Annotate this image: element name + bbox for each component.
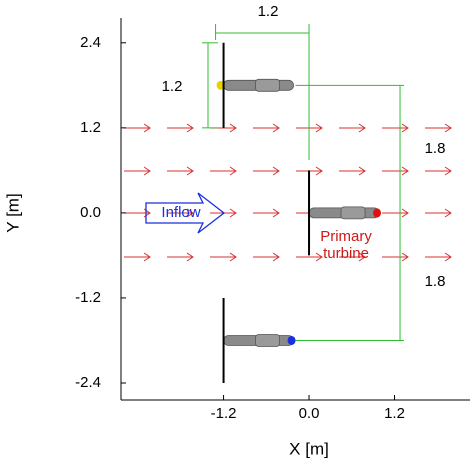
y-tick-label: -1.2: [75, 289, 101, 306]
y-tick-label: -2.4: [75, 374, 101, 391]
x-tick-label: -1.2: [211, 405, 237, 422]
flow-arrow-head: [315, 252, 323, 262]
flow-arrow-head: [272, 123, 280, 133]
y-tick-label: 2.4: [80, 34, 101, 51]
flow-arrow-head: [444, 208, 452, 218]
flow-arrow-head: [143, 252, 151, 262]
flow-arrow-head: [229, 208, 237, 218]
dimension-label: 1.2: [258, 3, 279, 20]
turbine-label: Primary: [320, 228, 372, 245]
hub: [287, 335, 296, 345]
flow-arrow-head: [229, 166, 237, 176]
flow-arrow-head: [143, 166, 151, 176]
flow-arrow-head: [358, 123, 366, 133]
turbine-label: turbine: [323, 245, 369, 262]
flow-arrow-head: [186, 123, 194, 133]
flow-arrow-head: [186, 252, 194, 262]
flow-arrow-head: [444, 166, 452, 176]
dimension-label: 1.8: [425, 140, 446, 157]
dimension-label: 1.2: [162, 78, 183, 95]
flow-arrow-head: [272, 166, 280, 176]
y-axis-label: Y [m]: [3, 193, 22, 232]
nacelle-body: [255, 334, 280, 347]
x-tick-label: 1.2: [384, 405, 405, 422]
flow-arrow-head: [401, 208, 409, 218]
flow-arrow-head: [272, 252, 280, 262]
flow-arrow-head: [401, 252, 409, 262]
flow-arrow-head: [143, 123, 151, 133]
y-tick-label: 0.0: [80, 204, 101, 221]
flow-arrow-head: [444, 123, 452, 133]
inflow-label: Inflow: [161, 204, 200, 221]
flow-arrow-head: [401, 123, 409, 133]
y-tick-label: 1.2: [80, 119, 101, 136]
x-axis-label: X [m]: [289, 439, 329, 458]
turbine: [222, 297, 296, 383]
flow-arrow-head: [315, 166, 323, 176]
flow-arrow-head: [315, 123, 323, 133]
dimension-label: 1.8: [425, 273, 446, 290]
flow-arrow-head: [358, 252, 366, 262]
flow-arrow-head: [229, 252, 237, 262]
flow-arrow-head: [186, 208, 194, 218]
flow-arrow-head: [401, 166, 409, 176]
flow-arrow-head: [186, 166, 194, 176]
flow-arrow-head: [444, 252, 452, 262]
nacelle-body: [340, 206, 366, 220]
inflow-arrow: [145, 192, 226, 234]
flow-arrow-head: [358, 166, 366, 176]
flow-arrow-head: [229, 123, 237, 133]
hub: [373, 208, 382, 218]
nacelle-body: [255, 78, 280, 92]
turbine: [216, 42, 294, 128]
flow-arrow-head: [272, 208, 280, 218]
x-tick-label: 0.0: [299, 405, 320, 422]
